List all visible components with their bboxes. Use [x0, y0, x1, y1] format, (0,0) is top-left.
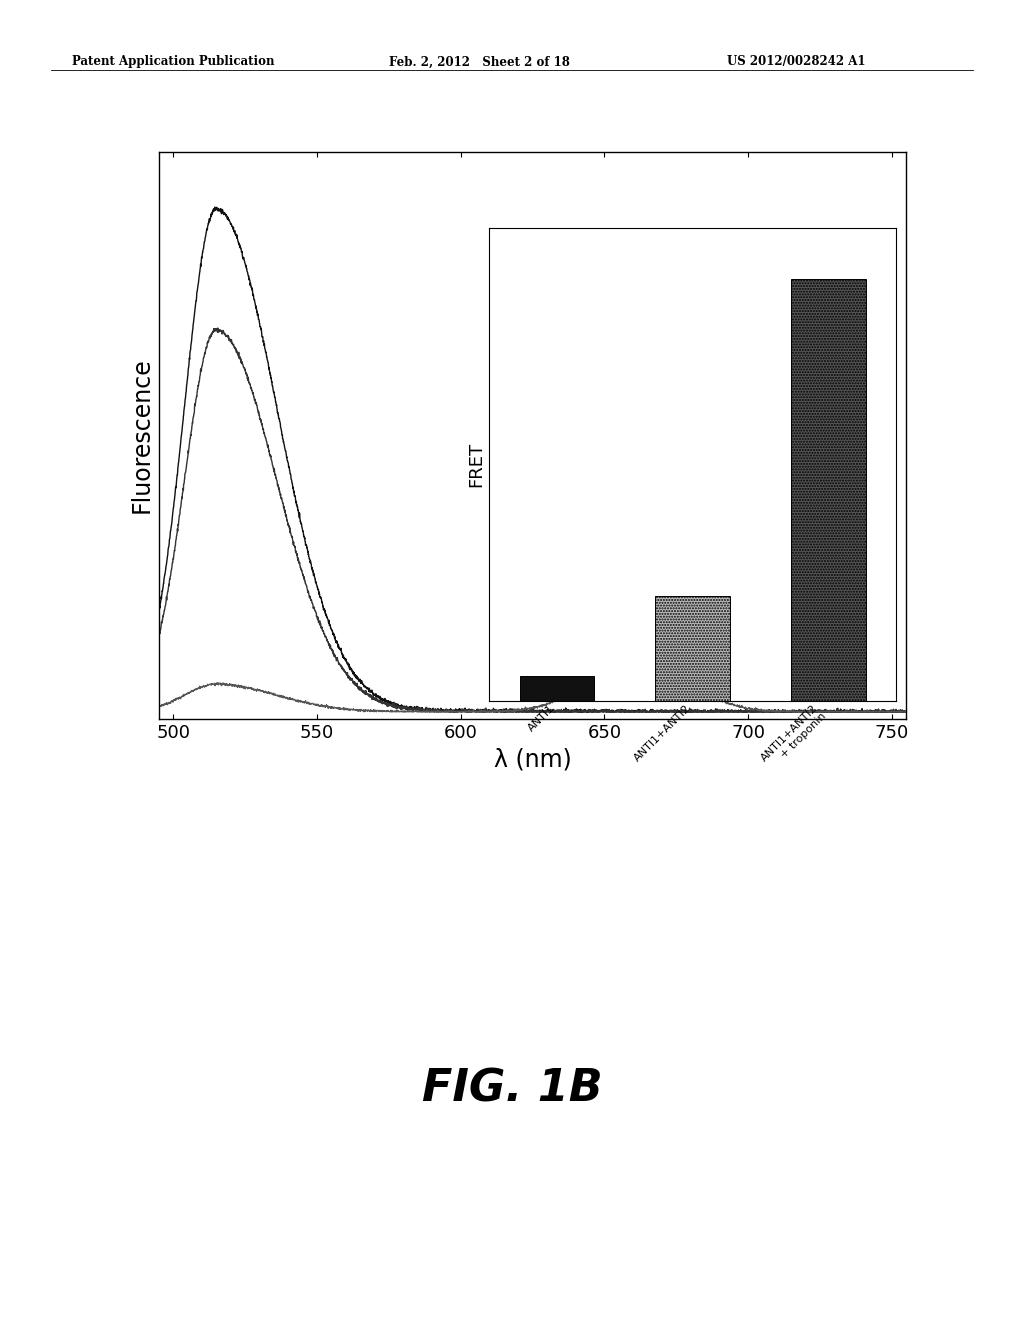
- X-axis label: λ (nm): λ (nm): [494, 748, 571, 772]
- Text: Feb. 2, 2012   Sheet 2 of 18: Feb. 2, 2012 Sheet 2 of 18: [389, 55, 570, 69]
- Y-axis label: FRET: FRET: [467, 442, 485, 487]
- Bar: [791, 279, 865, 701]
- Bar: [520, 676, 594, 701]
- Text: Patent Application Publication: Patent Application Publication: [72, 55, 274, 69]
- Bar: [655, 595, 730, 701]
- Text: US 2012/0028242 A1: US 2012/0028242 A1: [727, 55, 865, 69]
- Text: FIG. 1B: FIG. 1B: [422, 1068, 602, 1110]
- Y-axis label: Fluorescence: Fluorescence: [129, 358, 154, 513]
